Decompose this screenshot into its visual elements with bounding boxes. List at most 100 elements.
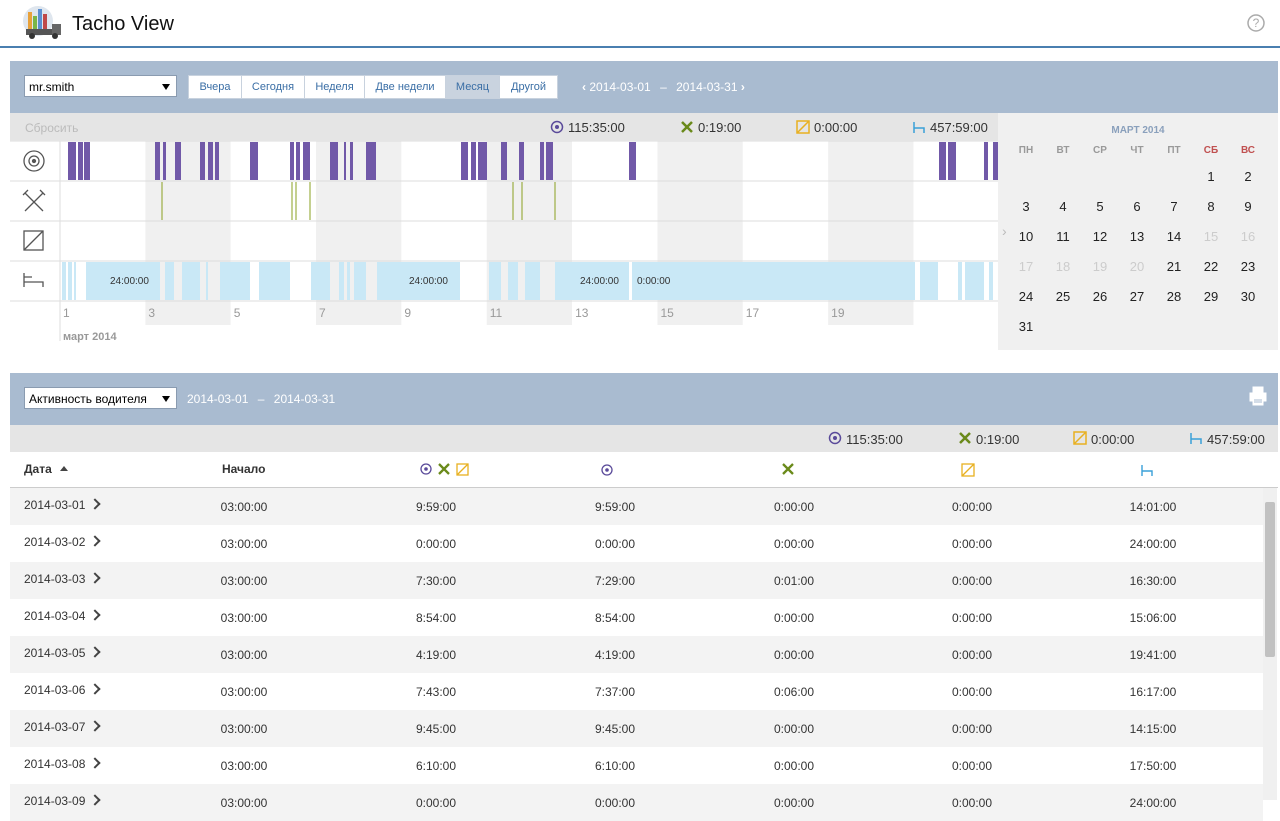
calendar-day[interactable]: 11 — [1048, 229, 1078, 244]
expand-icon[interactable] — [90, 757, 101, 768]
work-icon — [680, 120, 694, 134]
grid-part — [290, 142, 294, 180]
calendar-day[interactable]: 31 — [1011, 319, 1041, 334]
calendar-day[interactable]: 6 — [1122, 199, 1152, 214]
prev-arrow[interactable]: ‹ — [582, 80, 586, 94]
row-availability: 0:00:00 — [922, 722, 1022, 736]
table-row[interactable]: 2014-03-0703:00:009:45:009:45:000:00:000… — [10, 710, 1263, 747]
calendar-day[interactable]: 3 — [1011, 199, 1041, 214]
grid-part — [920, 262, 938, 300]
rest-label: 0:00:00 — [637, 276, 671, 287]
work-total: 0:19:00 — [976, 432, 1019, 447]
row-total: 7:43:00 — [386, 685, 486, 699]
grid-part — [939, 142, 946, 180]
next-arrow[interactable]: › — [741, 80, 745, 94]
calendar-day[interactable]: 7 — [1159, 199, 1189, 214]
calendar-day[interactable]: 21 — [1159, 259, 1189, 274]
range-to: 2014-03-31 — [274, 392, 335, 406]
driving-total: 115:35:00 — [568, 120, 625, 135]
expand-icon[interactable] — [90, 646, 101, 657]
calendar-day[interactable]: 1 — [1196, 169, 1226, 184]
calendar-day[interactable]: 23 — [1233, 259, 1263, 274]
calendar-day[interactable]: 5 — [1085, 199, 1115, 214]
calendar-day[interactable]: 9 — [1233, 199, 1263, 214]
calendar-day[interactable]: 12 — [1085, 229, 1115, 244]
expand-icon[interactable] — [90, 683, 101, 694]
grid-part — [250, 142, 258, 180]
table-row[interactable]: 2014-03-0303:00:007:30:007:29:000:01:000… — [10, 562, 1263, 599]
help-button[interactable]: ? — [1247, 14, 1265, 32]
calendar-day[interactable]: 28 — [1159, 289, 1189, 304]
table-row[interactable]: 2014-03-0603:00:007:43:007:37:000:06:000… — [10, 673, 1263, 710]
calendar-day[interactable]: 22 — [1196, 259, 1226, 274]
rest-column-header — [1140, 463, 1154, 477]
row-start: 03:00:00 — [194, 648, 294, 662]
period-button[interactable]: Месяц — [445, 75, 500, 99]
axis-month: март 2014 — [63, 331, 117, 343]
row-date: 2014-03-05 — [24, 646, 99, 660]
row-availability: 0:00:00 — [922, 537, 1022, 551]
calendar-day[interactable]: 25 — [1048, 289, 1078, 304]
calendar-day[interactable]: 2 — [1233, 169, 1263, 184]
driver-select[interactable]: mr.smith — [24, 75, 177, 97]
table-row[interactable]: 2014-03-0403:00:008:54:008:54:000:00:000… — [10, 599, 1263, 636]
table-row[interactable]: 2014-03-0103:00:009:59:009:59:000:00:000… — [10, 488, 1263, 525]
grid-part — [501, 142, 507, 180]
row-date: 2014-03-03 — [24, 572, 99, 586]
grid-part — [984, 142, 988, 180]
table-row[interactable]: 2014-03-0203:00:000:00:000:00:000:00:000… — [10, 525, 1263, 562]
calendar-day[interactable]: 4 — [1048, 199, 1078, 214]
grid-part — [215, 142, 219, 180]
row-work: 0:00:00 — [744, 611, 844, 625]
calendar-day[interactable]: 8 — [1196, 199, 1226, 214]
calendar-day[interactable]: 10 — [1011, 229, 1041, 244]
start-column-header: Начало — [222, 462, 265, 476]
period-button[interactable]: Другой — [499, 75, 558, 99]
row-start: 03:00:00 — [194, 500, 294, 514]
table-row[interactable]: 2014-03-0903:00:000:00:000:00:000:00:000… — [10, 784, 1263, 821]
driving-total: 115:35:00 — [846, 432, 903, 447]
row-date: 2014-03-01 — [24, 498, 99, 512]
table-row[interactable]: 2014-03-0803:00:006:10:006:10:000:00:000… — [10, 747, 1263, 784]
period-button[interactable]: Неделя — [304, 75, 365, 99]
print-button[interactable] — [1248, 385, 1268, 407]
rest-label: 24:00:00 — [110, 276, 149, 287]
rest-label: 24:00:00 — [409, 276, 448, 287]
calendar-prev[interactable]: › — [1002, 223, 1007, 239]
range-from: 2014-03-01 — [187, 392, 248, 406]
row-rest: 24:00:00 — [1103, 537, 1203, 551]
row-total: 9:45:00 — [386, 722, 486, 736]
row-driving: 0:00:00 — [565, 537, 665, 551]
calendar-day[interactable]: 27 — [1122, 289, 1152, 304]
period-button[interactable]: Вчера — [188, 75, 242, 99]
calendar-day[interactable]: 13 — [1122, 229, 1152, 244]
expand-icon[interactable] — [90, 498, 101, 509]
calendar-day[interactable]: 24 — [1011, 289, 1041, 304]
grid-part — [206, 262, 208, 300]
reset-button[interactable]: Сбросить — [25, 121, 78, 135]
calendar-day[interactable]: 29 — [1196, 289, 1226, 304]
scrollbar-thumb[interactable] — [1265, 502, 1275, 657]
expand-icon[interactable] — [90, 535, 101, 546]
expand-icon[interactable] — [90, 720, 101, 731]
date-column-header[interactable]: Дата — [24, 462, 68, 476]
calendar-day[interactable]: 30 — [1233, 289, 1263, 304]
row-work: 0:06:00 — [744, 685, 844, 699]
grid-part — [540, 142, 544, 180]
table-row[interactable]: 2014-03-0503:00:004:19:004:19:000:00:000… — [10, 636, 1263, 673]
row-start: 03:00:00 — [194, 574, 294, 588]
expand-icon[interactable] — [90, 794, 101, 805]
expand-icon[interactable] — [90, 609, 101, 620]
calendar-day[interactable]: 14 — [1159, 229, 1189, 244]
page: Tacho View {"header":{"title":"Tacho Vie… — [0, 0, 1280, 800]
grid-part — [175, 142, 181, 180]
row-rest: 16:30:00 — [1103, 574, 1203, 588]
total-column-header — [419, 462, 471, 476]
scrollbar[interactable] — [1263, 488, 1277, 800]
calendar-day[interactable]: 26 — [1085, 289, 1115, 304]
report-select[interactable]: Активность водителя — [24, 387, 177, 409]
expand-icon[interactable] — [90, 572, 101, 583]
calendar-day: 16 — [1233, 229, 1263, 244]
period-button[interactable]: Две недели — [364, 75, 446, 99]
period-button[interactable]: Сегодня — [241, 75, 305, 99]
